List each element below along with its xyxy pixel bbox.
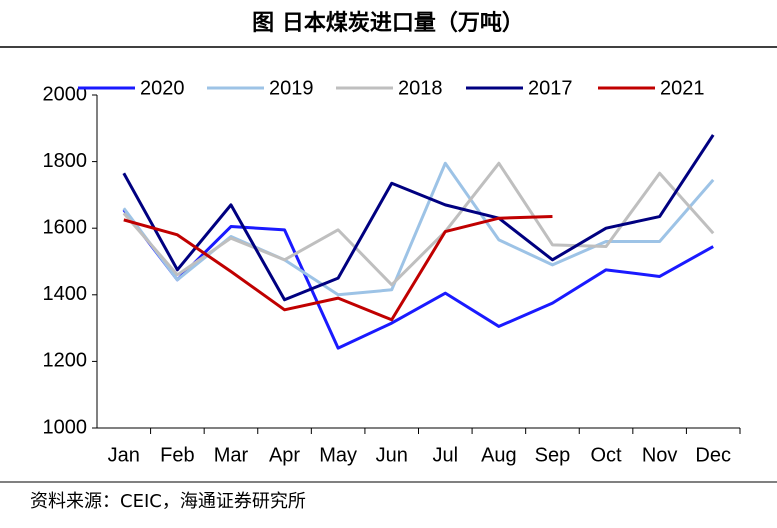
series-line <box>123 215 553 322</box>
x-tick-label: Jan <box>108 444 140 466</box>
y-tick-label: 1600 <box>43 216 88 238</box>
x-tick-label: Apr <box>269 444 300 466</box>
x-tick-label: Aug <box>481 444 517 466</box>
series-line <box>122 134 715 302</box>
y-tick-label: 1000 <box>43 416 88 438</box>
y-tick-label: 1200 <box>43 350 88 372</box>
x-tick-label: Mar <box>214 444 249 466</box>
legend-label: 2020 <box>140 77 185 99</box>
x-tick-label: Oct <box>590 444 622 466</box>
y-tick-label: 1400 <box>43 283 88 305</box>
x-tick-label: Feb <box>160 444 194 466</box>
y-tick-label: 2000 <box>43 83 88 105</box>
x-tick-label: May <box>319 444 357 466</box>
x-tick-label: Sep <box>535 444 571 466</box>
x-tick-label: Jun <box>376 444 408 466</box>
legend-label: 2017 <box>528 77 573 99</box>
legend-label: 2019 <box>269 77 314 99</box>
legend-label: 2021 <box>660 77 705 99</box>
source: 资料来源：CEIC，海通证券研究所 <box>30 491 306 512</box>
series-line <box>122 161 715 287</box>
y-tick-label: 1800 <box>43 150 88 172</box>
legend-label: 2018 <box>398 77 443 99</box>
x-tick-label: Nov <box>642 444 678 466</box>
chart-title: 图 日本煤炭进口量（万吨） <box>252 10 524 36</box>
series-line <box>122 208 714 350</box>
x-tick-label: Jul <box>433 444 459 466</box>
x-tick-label: Dec <box>695 444 731 466</box>
